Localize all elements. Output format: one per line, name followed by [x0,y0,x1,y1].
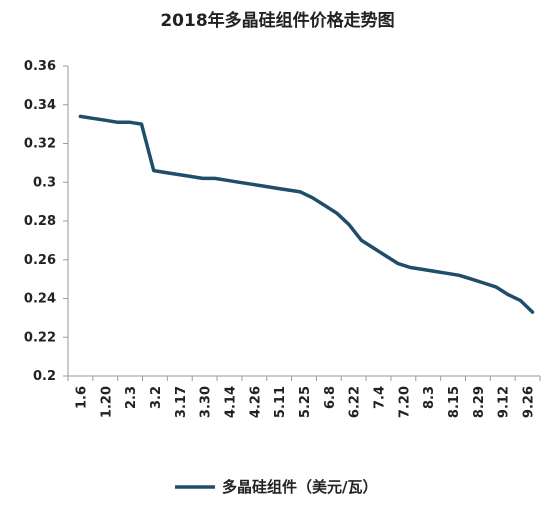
x-tick-label: 1.6 [74,386,89,409]
x-tick-label: 3.2 [149,386,164,409]
x-tick-label: 7.20 [397,386,412,418]
x-tick-label: 6.22 [348,386,363,418]
x-tick-label: 5.11 [273,386,288,418]
y-tick-label: 0.24 [24,292,56,307]
x-tick-label: 1.20 [99,386,114,418]
x-tick-label: 5.25 [298,386,313,418]
y-tick-label: 0.32 [24,137,56,152]
x-tick-label: 2.3 [124,386,139,409]
x-tick-label: 9.12 [497,386,512,418]
x-tick-label: 9.26 [522,386,537,418]
x-tick-label: 8.3 [422,386,437,409]
x-tick-label: 6.8 [323,386,338,409]
x-tick-label: 3.30 [199,386,214,418]
y-tick-label: 0.34 [24,98,56,113]
x-tick-label: 3.17 [174,386,189,418]
series-line [78,114,535,314]
y-tick-label: 0.28 [24,214,56,229]
legend-label: 多晶硅组件（美元/瓦） [222,478,377,496]
x-tick-label: 4.14 [223,386,238,418]
y-tick-label: 0.22 [24,330,56,345]
x-tick-label: 8.15 [447,386,462,418]
y-tick-label: 0.36 [24,59,56,74]
y-tick-label: 0.2 [33,369,56,384]
chart-title: 2018年多晶硅组件价格走势图 [160,11,395,31]
y-tick-label: 0.3 [33,175,56,190]
x-tick-label: 4.26 [248,386,263,418]
y-tick-label: 0.26 [24,253,56,268]
x-tick-label: 7.4 [373,386,388,409]
x-tick-label: 8.29 [472,386,487,418]
